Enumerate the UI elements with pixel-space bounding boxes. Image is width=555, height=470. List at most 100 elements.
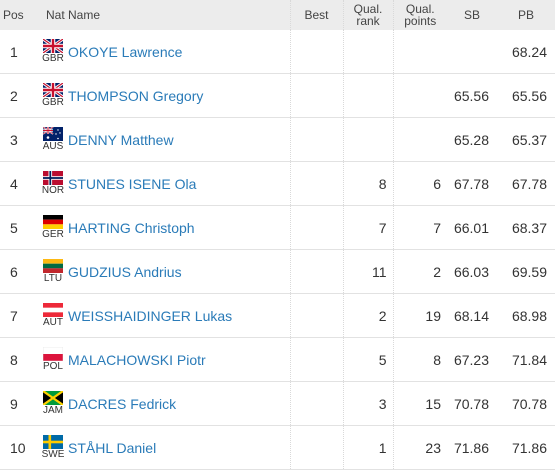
- qual-points-cell: [392, 30, 447, 74]
- header-sb[interactable]: SB: [447, 0, 497, 30]
- nat-code: GBR: [42, 53, 64, 64]
- pos-cell: 2: [0, 73, 36, 118]
- aut-flag-icon: [43, 303, 63, 317]
- nat-code: JAM: [43, 405, 63, 416]
- table-row: 10 SWE STÅHL Daniel 1 23 71.86 71.86: [0, 425, 555, 470]
- pos-cell: 9: [0, 381, 36, 426]
- pb-cell: 67.78: [497, 161, 555, 206]
- nat-cell: GER: [36, 205, 68, 250]
- best-cell: [289, 293, 343, 338]
- header-qual-points-line2: points: [404, 14, 437, 28]
- athlete-name-link[interactable]: DACRES Fedrick: [68, 381, 290, 426]
- pb-cell: 68.98: [497, 293, 555, 338]
- qual-points-cell: 23: [392, 425, 447, 470]
- aus-flag-icon: [43, 127, 63, 141]
- gbr-flag-icon: [43, 39, 63, 53]
- qual-rank-cell: 5: [342, 337, 393, 382]
- best-cell: [289, 30, 343, 74]
- qual-rank-cell: 8: [342, 161, 393, 206]
- table-row: 8 POL MALACHOWSKI Piotr 5 8 67.23 71.84: [0, 337, 555, 382]
- nat-cell: NOR: [36, 161, 68, 206]
- best-cell: [289, 117, 343, 162]
- athlete-name-link[interactable]: STUNES ISENE Ola: [68, 161, 290, 206]
- best-cell: [289, 381, 343, 426]
- athlete-name-link[interactable]: MALACHOWSKI Piotr: [68, 337, 290, 382]
- qual-points-cell: 15: [392, 381, 447, 426]
- ger-flag-icon: [43, 215, 63, 229]
- pos-cell: 6: [0, 249, 36, 294]
- qual-points-cell: [392, 73, 447, 118]
- nat-cell: SWE: [36, 425, 68, 470]
- qual-points-cell: 2: [392, 249, 447, 294]
- qual-points-cell: 6: [392, 161, 447, 206]
- sb-cell: 66.01: [447, 205, 497, 250]
- header-qual-rank[interactable]: Qual. rank: [342, 0, 393, 30]
- header-pos[interactable]: Pos: [0, 0, 36, 30]
- best-cell: [289, 73, 343, 118]
- table-row: 9 JAM DACRES Fedrick 3 15 70.78 70.78: [0, 381, 555, 426]
- table-row: 7 AUT WEISSHAIDINGER Lukas 2 19 68.14 68…: [0, 293, 555, 338]
- pos-cell: 7: [0, 293, 36, 338]
- pos-cell: 1: [0, 30, 36, 74]
- ltu-flag-icon: [43, 259, 63, 273]
- pos-cell: 4: [0, 161, 36, 206]
- header-best[interactable]: Best: [289, 0, 343, 30]
- nat-code: AUT: [43, 317, 63, 328]
- athlete-name-link[interactable]: HARTING Christoph: [68, 205, 290, 250]
- pb-cell: 68.24: [497, 30, 555, 74]
- best-cell: [289, 425, 343, 470]
- best-cell: [289, 337, 343, 382]
- best-cell: [289, 161, 343, 206]
- sb-cell: 65.56: [447, 73, 497, 118]
- table-row: 6 LTU GUDZIUS Andrius 11 2 66.03 69.59: [0, 249, 555, 294]
- nat-cell: GBR: [36, 30, 68, 74]
- pos-cell: 8: [0, 337, 36, 382]
- header-row: Pos Nat Name Best Qual. rank Qual. point…: [0, 0, 555, 30]
- swe-flag-icon: [43, 435, 63, 449]
- nat-code: LTU: [43, 273, 63, 284]
- header-name[interactable]: Name: [68, 0, 290, 30]
- athlete-name-link[interactable]: DENNY Matthew: [68, 117, 290, 162]
- sb-cell: 65.28: [447, 117, 497, 162]
- header-nat[interactable]: Nat: [36, 0, 68, 30]
- gbr-flag-icon: [43, 83, 63, 97]
- pos-cell: 10: [0, 425, 36, 470]
- pos-cell: 3: [0, 117, 36, 162]
- header-qual-points[interactable]: Qual. points: [392, 0, 447, 30]
- qual-points-cell: 7: [392, 205, 447, 250]
- qual-points-cell: 8: [392, 337, 447, 382]
- nat-cell: JAM: [36, 381, 68, 426]
- nat-cell: GBR: [36, 73, 68, 118]
- athlete-name-link[interactable]: STÅHL Daniel: [68, 425, 290, 470]
- nat-cell: AUS: [36, 117, 68, 162]
- nat-cell: POL: [36, 337, 68, 382]
- nat-code: NOR: [41, 185, 65, 196]
- nat-code: AUS: [42, 141, 64, 152]
- qual-rank-cell: 2: [342, 293, 393, 338]
- header-qual-rank-line1: Qual.: [353, 2, 383, 16]
- nat-code: POL: [42, 361, 63, 372]
- header-qual-points-line1: Qual.: [405, 2, 435, 16]
- qual-rank-cell: [342, 117, 393, 162]
- pb-cell: 65.56: [497, 73, 555, 118]
- pb-cell: 68.37: [497, 205, 555, 250]
- qual-points-cell: 19: [392, 293, 447, 338]
- nat-cell: AUT: [36, 293, 68, 338]
- qual-rank-cell: 7: [342, 205, 393, 250]
- athlete-name-link[interactable]: THOMPSON Gregory: [68, 73, 290, 118]
- table-row: 4 NOR STUNES ISENE Ola 8 6 67.78 67.78: [0, 161, 555, 206]
- sb-cell: 71.86: [447, 425, 497, 470]
- sb-cell: 66.03: [447, 249, 497, 294]
- qual-rank-cell: [342, 73, 393, 118]
- table-row: 1 GBR OKOYE Lawrence 68.24: [0, 30, 555, 74]
- table-row: 3 AUS DENNY Matthew 65.28 65.37: [0, 117, 555, 162]
- qual-rank-cell: [342, 30, 393, 74]
- header-pb[interactable]: PB: [497, 0, 555, 30]
- pb-cell: 65.37: [497, 117, 555, 162]
- athlete-name-link[interactable]: OKOYE Lawrence: [68, 30, 290, 74]
- sb-cell: 67.78: [447, 161, 497, 206]
- athlete-name-link[interactable]: GUDZIUS Andrius: [68, 249, 290, 294]
- athlete-name-link[interactable]: WEISSHAIDINGER Lukas: [68, 293, 290, 338]
- nat-cell: LTU: [36, 249, 68, 294]
